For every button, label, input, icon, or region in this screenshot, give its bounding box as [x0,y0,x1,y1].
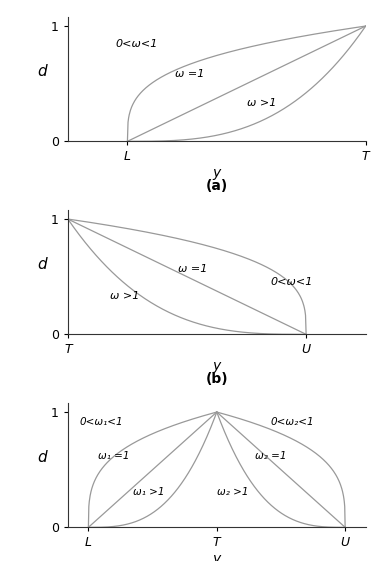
Text: 0<ω₁<1: 0<ω₁<1 [80,417,123,427]
Text: 0<ω<1: 0<ω<1 [270,277,313,287]
Text: ω₂ =1: ω₂ =1 [256,451,287,461]
X-axis label: y: y [213,359,221,373]
X-axis label: y: y [213,166,221,180]
Text: (a): (a) [205,179,228,192]
Text: ω =1: ω =1 [178,264,207,274]
Text: 0<ω<1: 0<ω<1 [115,39,158,49]
Text: ω =1: ω =1 [175,68,204,79]
Y-axis label: d: d [38,450,47,465]
Text: ω₂ >1: ω₂ >1 [217,487,248,497]
Text: 0<ω₂<1: 0<ω₂<1 [270,417,314,427]
Text: ω >1: ω >1 [247,99,276,108]
Text: ω₁ >1: ω₁ >1 [133,487,165,497]
Text: ω₁ =1: ω₁ =1 [98,451,129,461]
Y-axis label: d: d [38,64,47,79]
Text: ω >1: ω >1 [110,292,139,301]
Text: (b): (b) [205,372,228,386]
X-axis label: y: y [213,552,221,561]
Y-axis label: d: d [38,257,47,272]
